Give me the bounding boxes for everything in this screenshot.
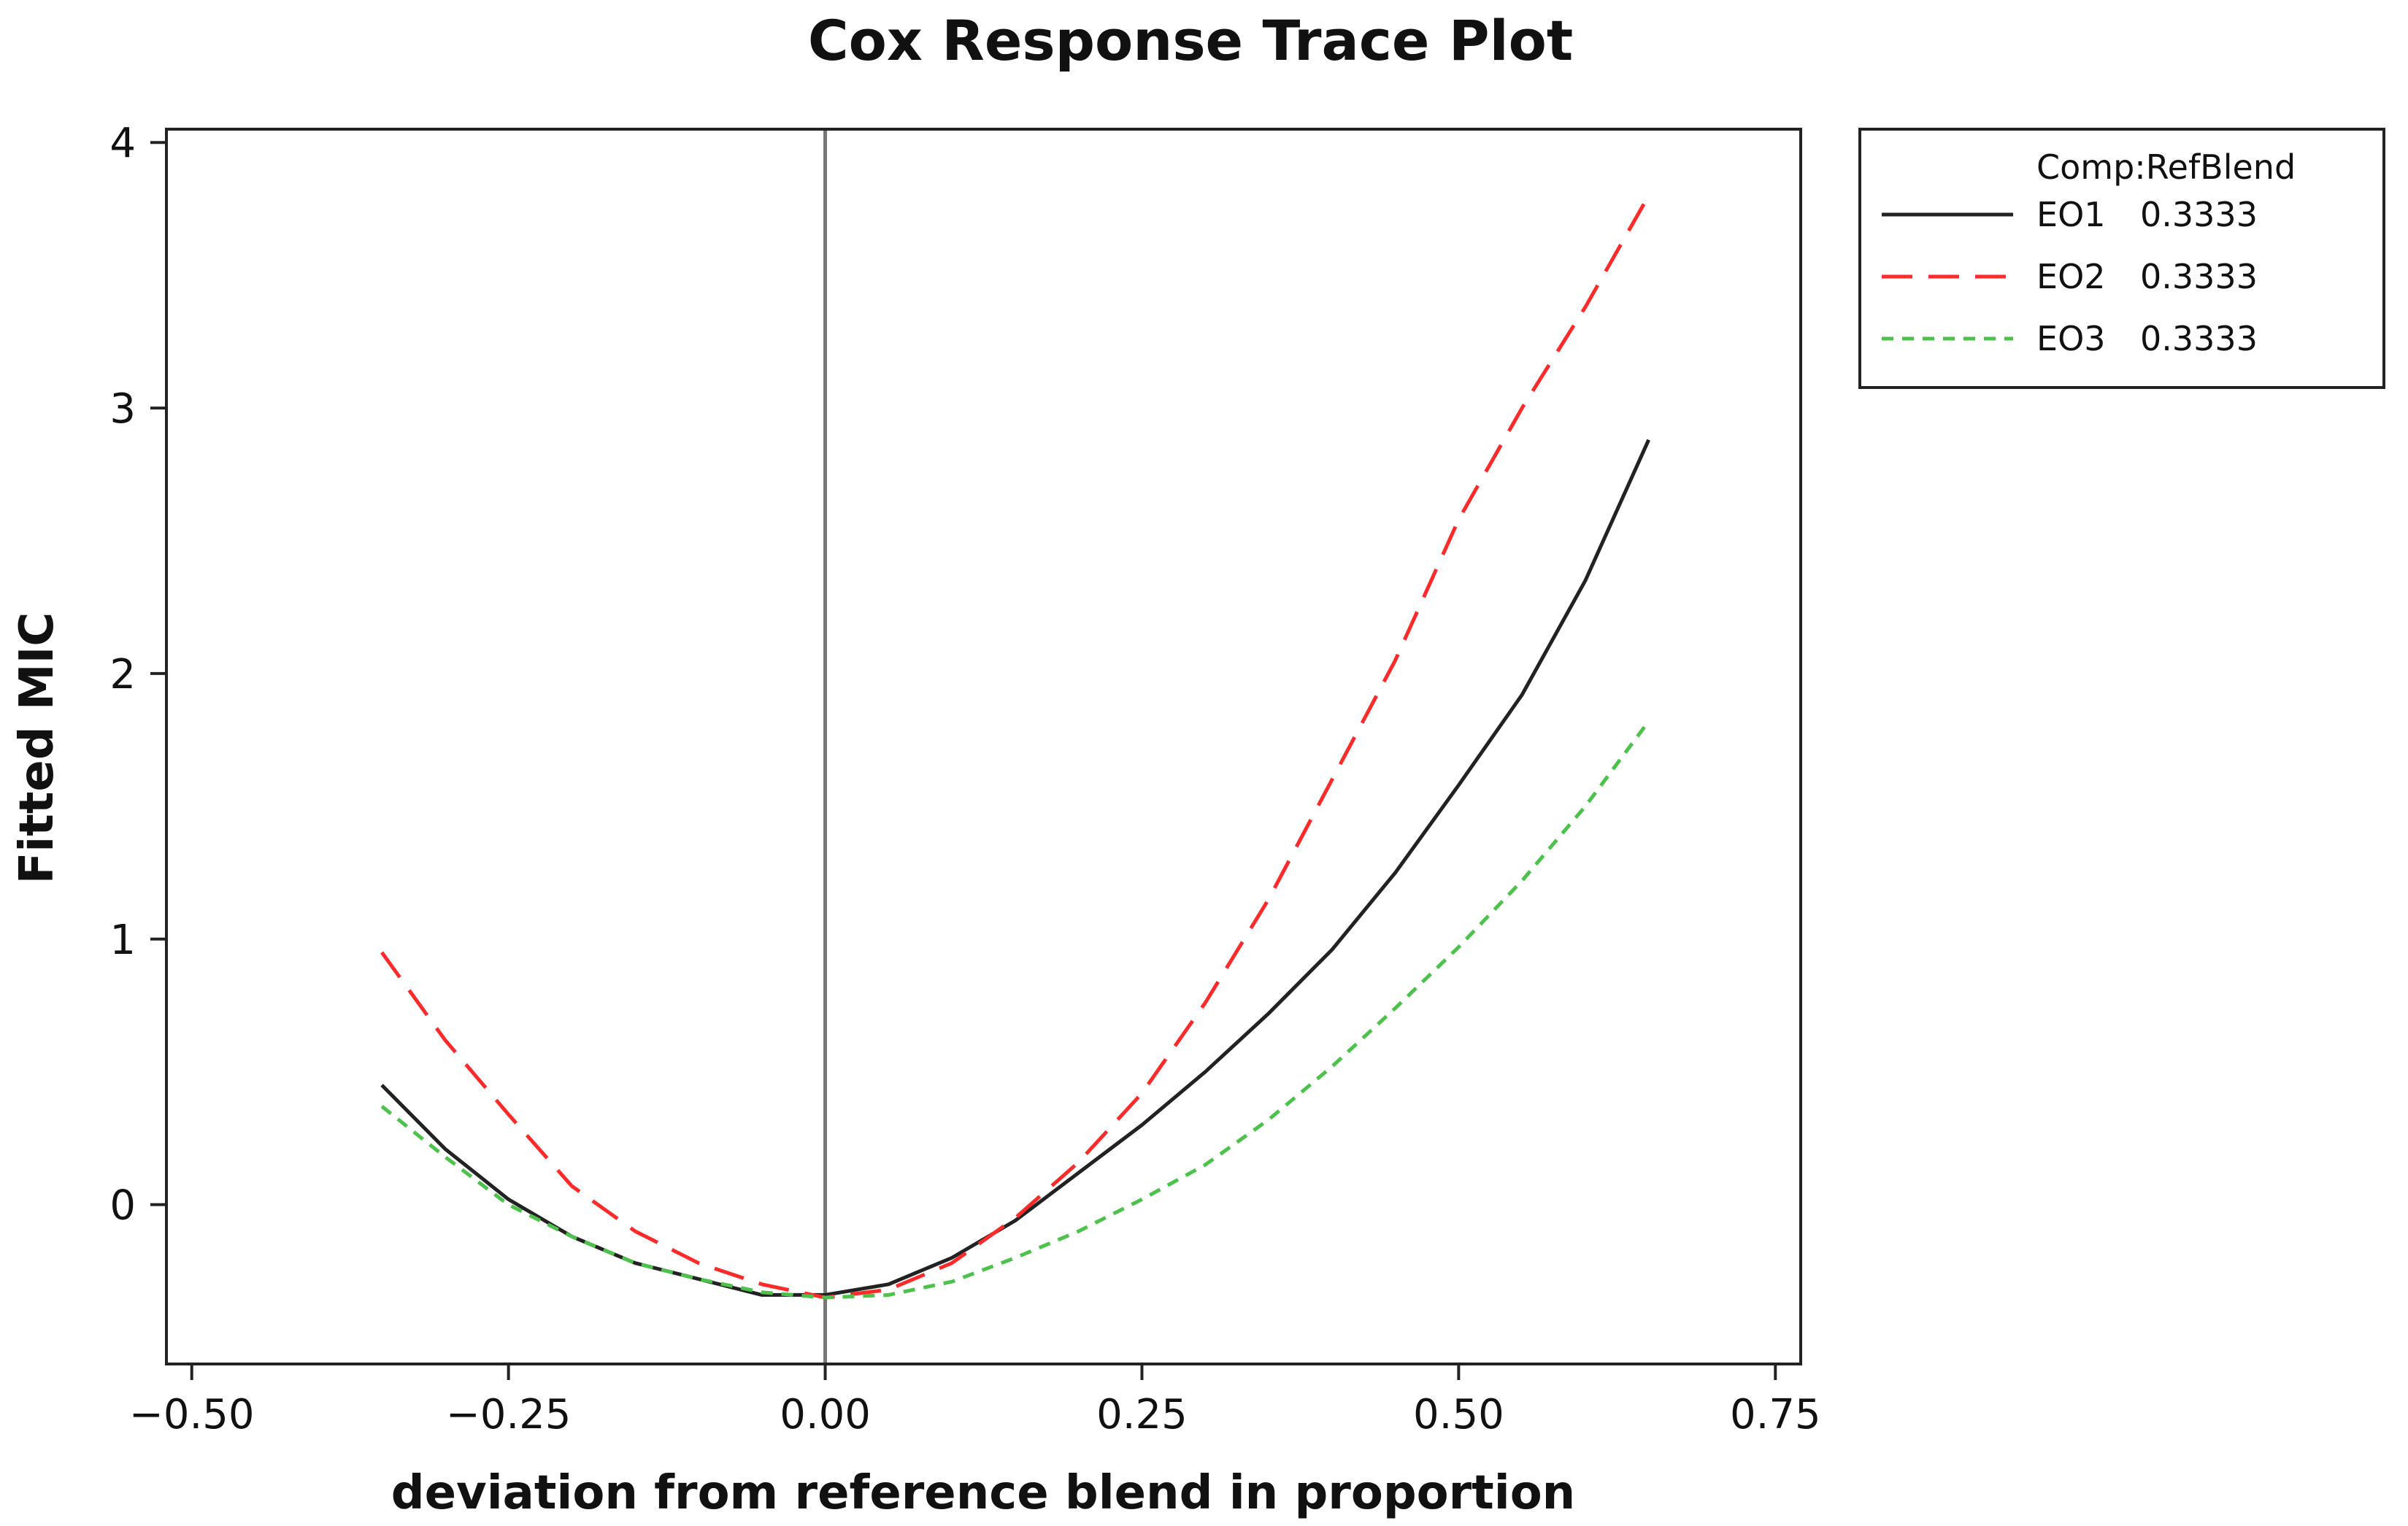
legend-title: Comp:RefBlend — [2036, 147, 2296, 187]
plot-frame — [165, 128, 1802, 1365]
y-tick-label: 3 — [109, 385, 136, 433]
x-tick-label: 0.00 — [780, 1391, 871, 1438]
y-tick-label: 0 — [109, 1182, 136, 1230]
x-tick-label: 0.50 — [1413, 1391, 1504, 1438]
legend-ref-value: 0.3333 — [2140, 257, 2258, 296]
series-line-eo3 — [380, 720, 1650, 1300]
x-tick-label: −0.50 — [129, 1391, 255, 1438]
y-tick-label: 2 — [109, 651, 136, 698]
y-axis-label: Fitted MIC — [10, 612, 64, 885]
legend: Comp:RefBlend EO1 0.3333 EO2 0.3333 EO3 0.333… — [1858, 128, 2385, 389]
series-line-eo2 — [380, 194, 1650, 1300]
chart-title: Cox Response Trace Plot — [808, 8, 1573, 73]
x-tick-label: 0.75 — [1730, 1391, 1821, 1438]
legend-box — [1858, 128, 2385, 389]
y-tick-label: 1 — [109, 917, 136, 964]
legend-series-name: EO1 — [2036, 195, 2106, 234]
legend-series-name: EO3 — [2036, 319, 2106, 358]
legend-entries: EO1 0.3333 EO2 0.3333 EO3 0.3333 — [1882, 195, 2258, 358]
legend-ref-value: 0.3333 — [2140, 195, 2258, 234]
legend-ref-value: 0.3333 — [2140, 319, 2258, 358]
legend-series-name: EO2 — [2036, 257, 2106, 296]
x-tick-label: 0.25 — [1096, 1391, 1188, 1438]
x-axis-label: deviation from reference blend in propor… — [391, 1466, 1575, 1520]
y-tick-label: 4 — [109, 120, 136, 167]
plot-area: 0 1 2 3 4 −0.50 −0.25 0.00 0.25 0.50 0.75 — [109, 120, 1820, 1438]
x-tick-label: −0.25 — [446, 1391, 572, 1438]
